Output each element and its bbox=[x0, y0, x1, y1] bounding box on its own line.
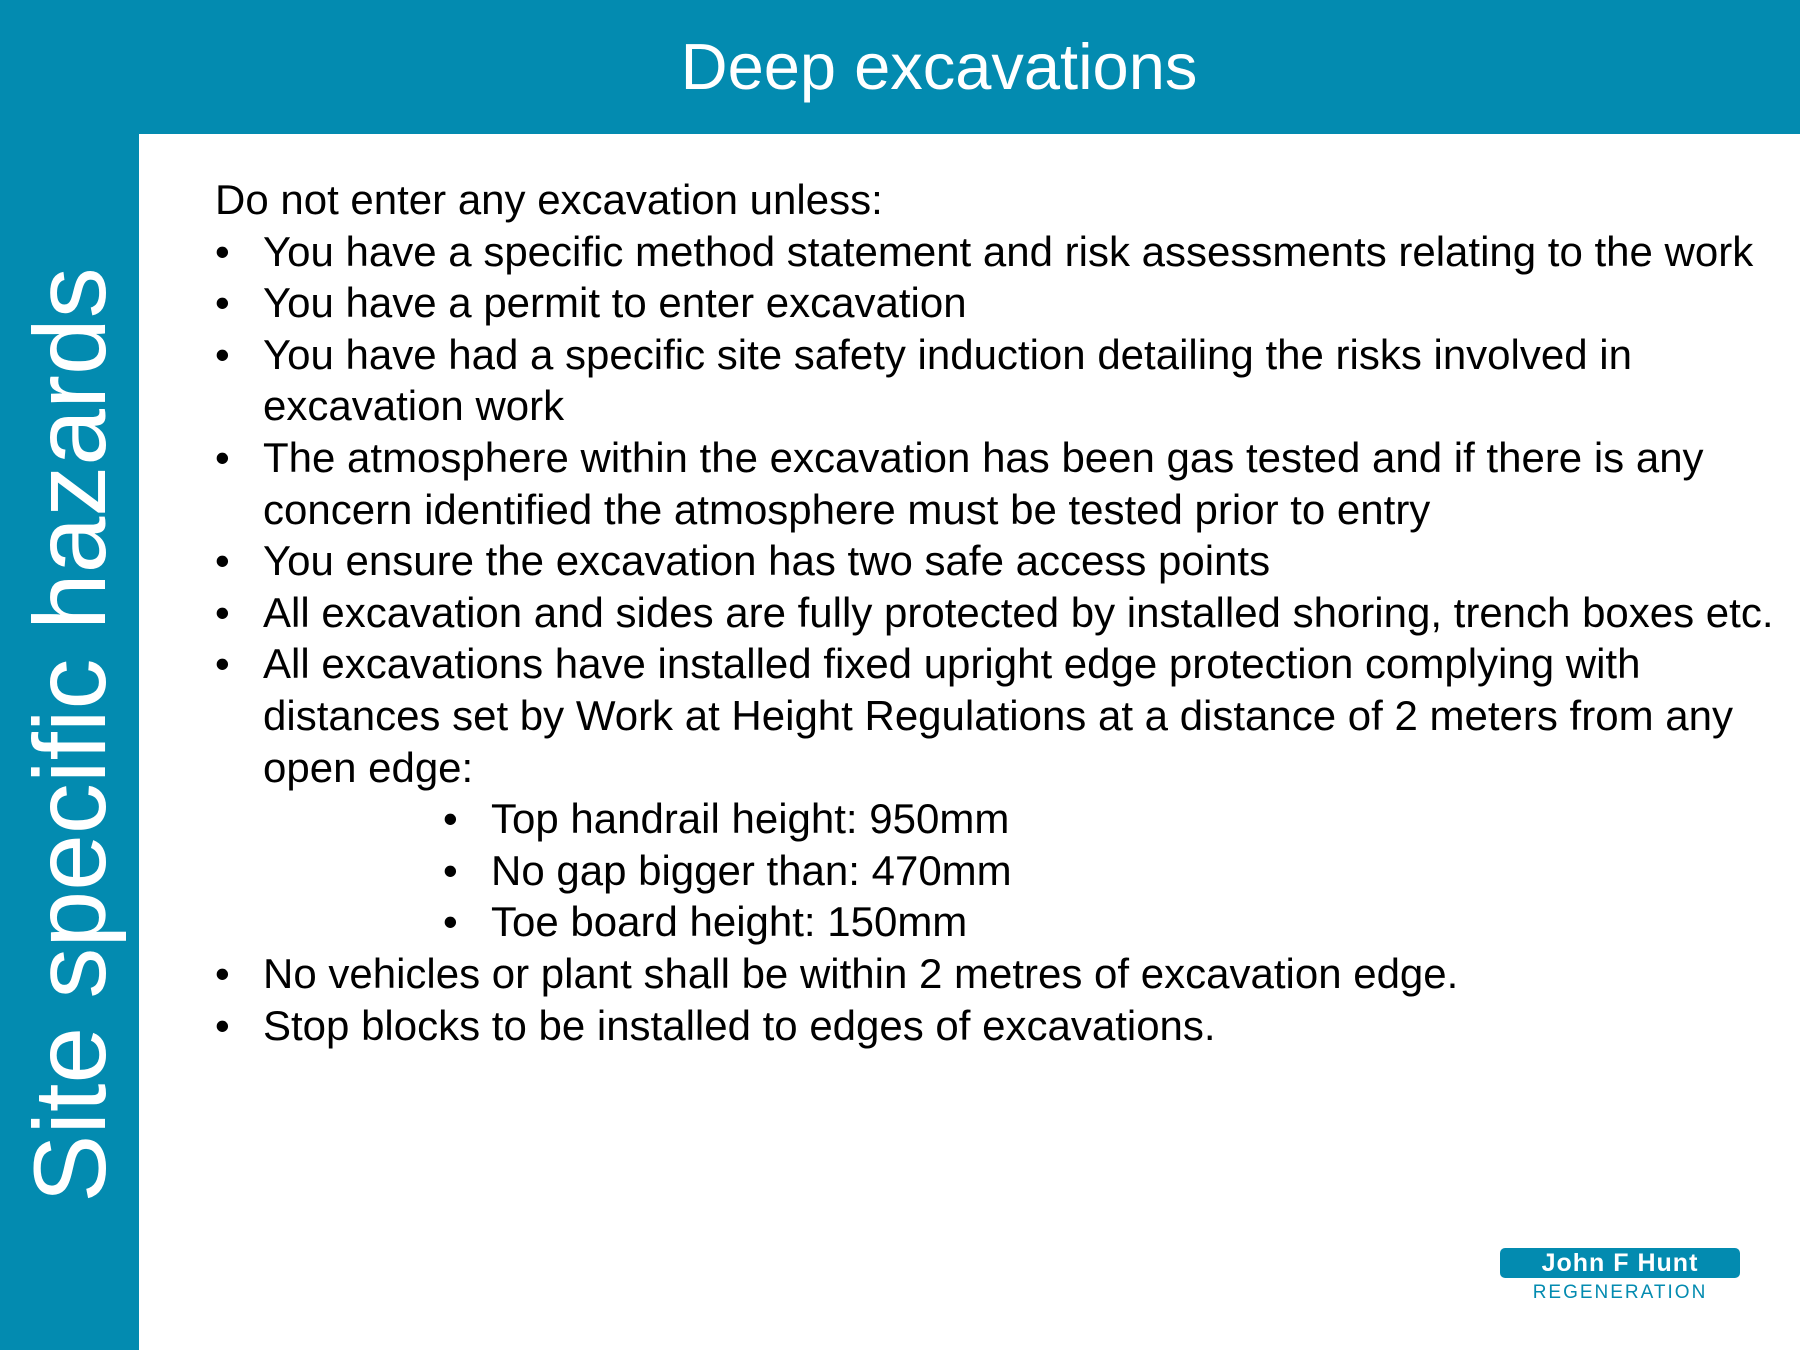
bullet-item: You have had a specific site safety indu… bbox=[215, 329, 1775, 432]
bullet-item-text: All excavations have installed fixed upr… bbox=[263, 640, 1733, 791]
company-logo: John F Hunt REGENERATION bbox=[1500, 1248, 1740, 1308]
slide-title: Deep excavations bbox=[680, 30, 1198, 103]
bullet-item: Stop blocks to be installed to edges of … bbox=[215, 1000, 1775, 1052]
logo-tagline: REGENERATION bbox=[1532, 1282, 1708, 1303]
sub-bullet-item: Top handrail height: 950mm bbox=[443, 793, 1775, 845]
title-bar bbox=[0, 0, 1800, 134]
bullet-item: No vehicles or plant shall be within 2 m… bbox=[215, 948, 1775, 1000]
sub-bullet-item: No gap bigger than: 470mm bbox=[443, 845, 1775, 897]
bullet-item: The atmosphere within the excavation has… bbox=[215, 432, 1775, 535]
logo-name: John F Hunt bbox=[1500, 1248, 1740, 1278]
bullet-item: You have a specific method statement and… bbox=[215, 226, 1775, 278]
sub-bullet-item: Toe board height: 150mm bbox=[443, 896, 1775, 948]
bullet-item-edge-protection: All excavations have installed fixed upr… bbox=[215, 638, 1775, 948]
slide-content: Do not enter any excavation unless: You … bbox=[215, 174, 1775, 1051]
bullet-item: You ensure the excavation has two safe a… bbox=[215, 535, 1775, 587]
intro-text: Do not enter any excavation unless: bbox=[215, 176, 883, 223]
bullet-list: You have a specific method statement and… bbox=[215, 226, 1775, 1052]
sub-bullet-list: Top handrail height: 950mm No gap bigger… bbox=[263, 793, 1775, 948]
bullet-item: You have a permit to enter excavation bbox=[215, 277, 1775, 329]
side-bar bbox=[0, 0, 139, 1350]
side-label: Site specific hazards bbox=[13, 267, 127, 1203]
bullet-item: All excavation and sides are fully prote… bbox=[215, 587, 1775, 639]
